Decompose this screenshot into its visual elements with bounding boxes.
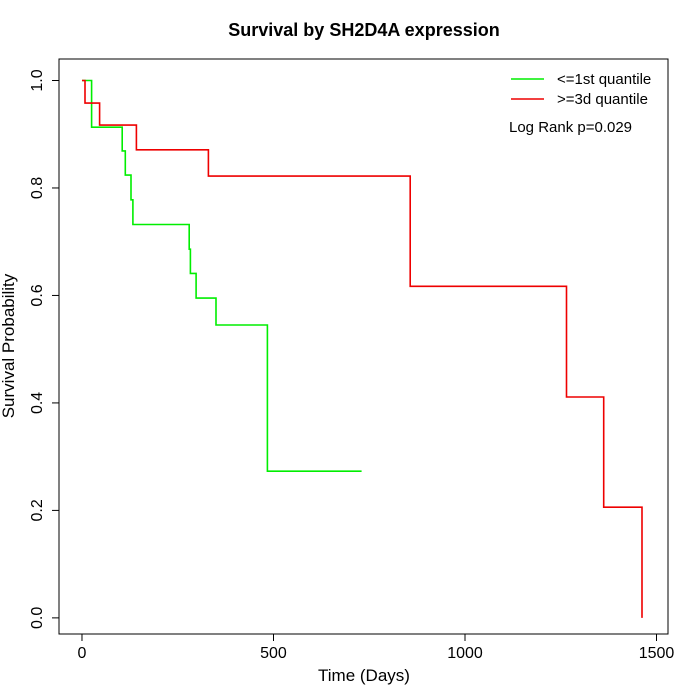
chart-title: Survival by SH2D4A expression	[228, 20, 499, 40]
y-tick-label: 0.6	[29, 284, 46, 306]
x-tick-label: 500	[260, 645, 287, 662]
y-tick-label: 0.8	[29, 177, 46, 199]
plot-frame	[58, 58, 669, 635]
y-tick-label: 0.0	[29, 607, 46, 629]
y-tick-label: 1.0	[29, 69, 46, 91]
x-tick-label: 1000	[447, 645, 483, 662]
y-axis: 0.0 0.2 0.4 0.6 0.8 1.0	[29, 69, 60, 629]
x-axis-label: Time (Days)	[318, 666, 410, 685]
y-axis-label: Survival Probability	[0, 273, 18, 418]
x-axis: 0 500 1000 1500	[78, 633, 675, 662]
y-tick-label: 0.2	[29, 499, 46, 521]
x-tick-label: 1500	[639, 645, 675, 662]
legend-label-1: <=1st quantile	[557, 71, 651, 88]
log-rank-annotation: Log Rank p=0.029	[509, 119, 632, 136]
y-tick-label: 0.4	[29, 392, 46, 414]
series-layer	[82, 79, 643, 618]
series-line-1	[82, 79, 362, 473]
x-tick-label: 0	[78, 645, 87, 662]
series-line-2	[82, 79, 643, 618]
legend-label-2: >=3d quantile	[557, 91, 648, 108]
legend: <=1st quantile >=3d quantile	[511, 71, 651, 108]
